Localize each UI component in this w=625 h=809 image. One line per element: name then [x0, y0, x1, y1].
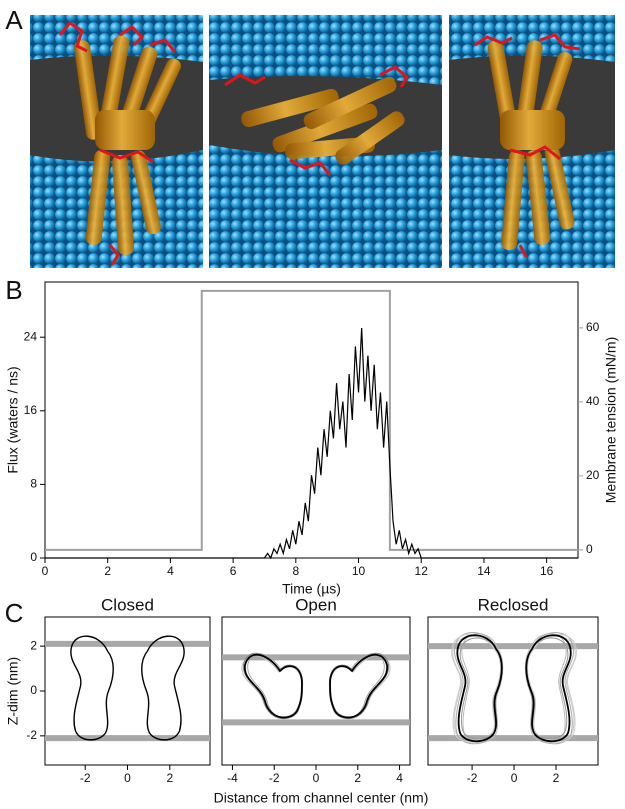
x-tick-label: 6 — [230, 564, 237, 578]
x-tick-label: 2 — [553, 771, 560, 785]
subplot-title: Closed — [101, 595, 154, 614]
y-tick-label: 2 — [30, 638, 37, 652]
x-axis-label: Distance from channel center (nm) — [214, 790, 429, 806]
y2-tick-label: 60 — [586, 320, 600, 334]
plot-frame — [221, 616, 411, 766]
x-tick-label: 0 — [124, 771, 131, 785]
y-tick-label: -2 — [26, 728, 37, 742]
md-snapshot-reclosed — [449, 15, 615, 268]
x-tick-label: 10 — [352, 564, 366, 578]
x-axis-label: Time (µs) — [282, 581, 341, 597]
plot-frame — [44, 616, 211, 766]
x-tick-label: -4 — [227, 771, 238, 785]
plot-frame — [44, 281, 579, 559]
pore-wall — [142, 636, 184, 740]
y2-tick-label: 0 — [586, 542, 593, 556]
y2-axis-label: Membrane tension (mN/m) — [603, 337, 619, 504]
x-tick-label: -2 — [80, 771, 91, 785]
channel-outline — [452, 632, 577, 743]
pore-wall — [71, 636, 113, 740]
y-axis-label: Z-dim (nm) — [5, 657, 21, 725]
plot-frame — [427, 616, 599, 766]
pore-wall — [452, 634, 501, 742]
panel-label: C — [5, 598, 24, 628]
y-tick-label: 16 — [24, 403, 38, 417]
y2-tick-label: 20 — [586, 468, 600, 482]
x-tick-label: 12 — [415, 564, 429, 578]
pore-wall — [526, 635, 570, 741]
x-tick-label: 2 — [166, 771, 173, 785]
x-tick-label: 4 — [396, 771, 403, 785]
y-axis-label: Flux (waters / ns) — [5, 366, 21, 473]
md-snapshot-closed — [30, 15, 203, 268]
y-tick-label: 24 — [24, 329, 38, 343]
pore-wall — [330, 655, 387, 718]
series-line — [45, 289, 578, 551]
x-tick-label: 8 — [292, 564, 299, 578]
x-tick-label: 0 — [313, 771, 320, 785]
pore-wall — [245, 655, 302, 718]
channel-outline — [71, 636, 184, 740]
pore-wall — [528, 634, 577, 742]
x-tick-label: 2 — [104, 564, 111, 578]
x-tick-label: 0 — [511, 771, 518, 785]
x-tick-label: 16 — [540, 564, 554, 578]
x-tick-label: -2 — [269, 771, 280, 785]
subplot-title: Open — [295, 595, 337, 614]
y-tick-label: 0 — [30, 550, 37, 564]
y-tick-label: 8 — [30, 477, 37, 491]
x-tick-label: 2 — [354, 771, 361, 785]
md-snapshot-open — [209, 15, 442, 268]
x-tick-label: 4 — [167, 564, 174, 578]
series-line — [45, 327, 578, 560]
pore-wall — [457, 635, 501, 741]
panel-label: A — [5, 5, 23, 35]
x-tick-label: 14 — [477, 564, 491, 578]
y-tick-label: 0 — [30, 683, 37, 697]
y2-tick-label: 40 — [586, 394, 600, 408]
channel-outline — [242, 653, 390, 718]
subplot-title: Reclosed — [478, 595, 549, 614]
x-tick-label: 0 — [42, 564, 49, 578]
x-tick-label: -2 — [467, 771, 478, 785]
panel-label: B — [5, 275, 22, 305]
